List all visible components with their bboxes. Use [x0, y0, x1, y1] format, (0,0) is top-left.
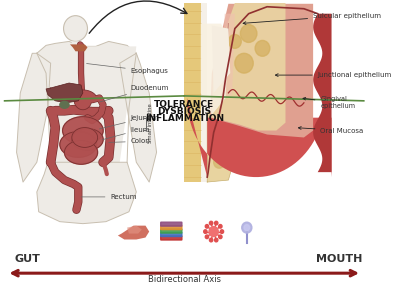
Circle shape: [242, 222, 252, 233]
Text: TOLERANCE: TOLERANCE: [154, 100, 214, 109]
Ellipse shape: [60, 101, 69, 108]
Circle shape: [210, 238, 213, 242]
Circle shape: [235, 53, 253, 73]
Polygon shape: [201, 24, 228, 115]
FancyBboxPatch shape: [161, 233, 182, 237]
Text: Esophagus: Esophagus: [86, 63, 169, 74]
Polygon shape: [120, 53, 156, 182]
Circle shape: [214, 156, 225, 168]
Circle shape: [205, 235, 209, 239]
FancyBboxPatch shape: [161, 229, 182, 233]
Text: GUT: GUT: [15, 254, 40, 264]
Text: Junctional epithelium: Junctional epithelium: [275, 72, 392, 78]
Polygon shape: [68, 90, 97, 110]
Text: INFLAMMATION: INFLAMMATION: [145, 114, 224, 123]
Polygon shape: [70, 45, 88, 51]
Polygon shape: [207, 108, 235, 182]
Circle shape: [205, 225, 209, 228]
Circle shape: [214, 238, 218, 242]
FancyBboxPatch shape: [161, 222, 182, 226]
Polygon shape: [212, 3, 286, 131]
Text: MOUTH: MOUTH: [316, 254, 362, 264]
Text: Bidirectional Axis: Bidirectional Axis: [148, 275, 221, 284]
Polygon shape: [210, 4, 313, 137]
Polygon shape: [221, 14, 235, 98]
Text: Oral Mucosa: Oral Mucosa: [298, 127, 364, 134]
Text: Rectum: Rectum: [81, 194, 137, 200]
Circle shape: [209, 227, 218, 237]
Ellipse shape: [64, 141, 98, 164]
Text: Gingival
epithelium: Gingival epithelium: [303, 96, 356, 109]
Circle shape: [210, 221, 213, 225]
Text: Small intestine: Small intestine: [148, 104, 153, 143]
Text: Jejunum: Jejunum: [99, 115, 159, 129]
Circle shape: [240, 24, 257, 42]
Text: Duodenum: Duodenum: [99, 85, 169, 102]
Circle shape: [220, 230, 224, 233]
Polygon shape: [212, 26, 230, 93]
Polygon shape: [187, 98, 332, 177]
Circle shape: [228, 34, 241, 48]
FancyBboxPatch shape: [161, 226, 182, 230]
Polygon shape: [201, 3, 207, 182]
Polygon shape: [16, 53, 51, 182]
Circle shape: [219, 235, 222, 239]
Circle shape: [219, 225, 222, 228]
Polygon shape: [184, 3, 201, 182]
Polygon shape: [313, 14, 332, 172]
Polygon shape: [118, 226, 149, 239]
Text: Colon: Colon: [109, 139, 150, 144]
Circle shape: [255, 40, 270, 56]
Text: Sulcular epithelium: Sulcular epithelium: [243, 13, 381, 24]
Circle shape: [221, 139, 230, 149]
Polygon shape: [71, 41, 80, 46]
Polygon shape: [46, 83, 83, 103]
Polygon shape: [37, 162, 136, 224]
Circle shape: [204, 230, 207, 233]
Ellipse shape: [72, 129, 103, 150]
Circle shape: [216, 125, 226, 136]
Ellipse shape: [63, 117, 103, 144]
Polygon shape: [46, 46, 136, 162]
Ellipse shape: [72, 127, 98, 147]
FancyBboxPatch shape: [161, 236, 182, 240]
Text: DYSBIOSIS: DYSBIOSIS: [157, 107, 211, 116]
Circle shape: [214, 221, 218, 225]
Text: Ileum: Ileum: [102, 127, 150, 140]
Circle shape: [64, 16, 88, 41]
Circle shape: [244, 225, 250, 230]
Polygon shape: [37, 41, 140, 108]
Circle shape: [213, 146, 220, 153]
Ellipse shape: [60, 132, 97, 157]
Polygon shape: [127, 226, 142, 234]
